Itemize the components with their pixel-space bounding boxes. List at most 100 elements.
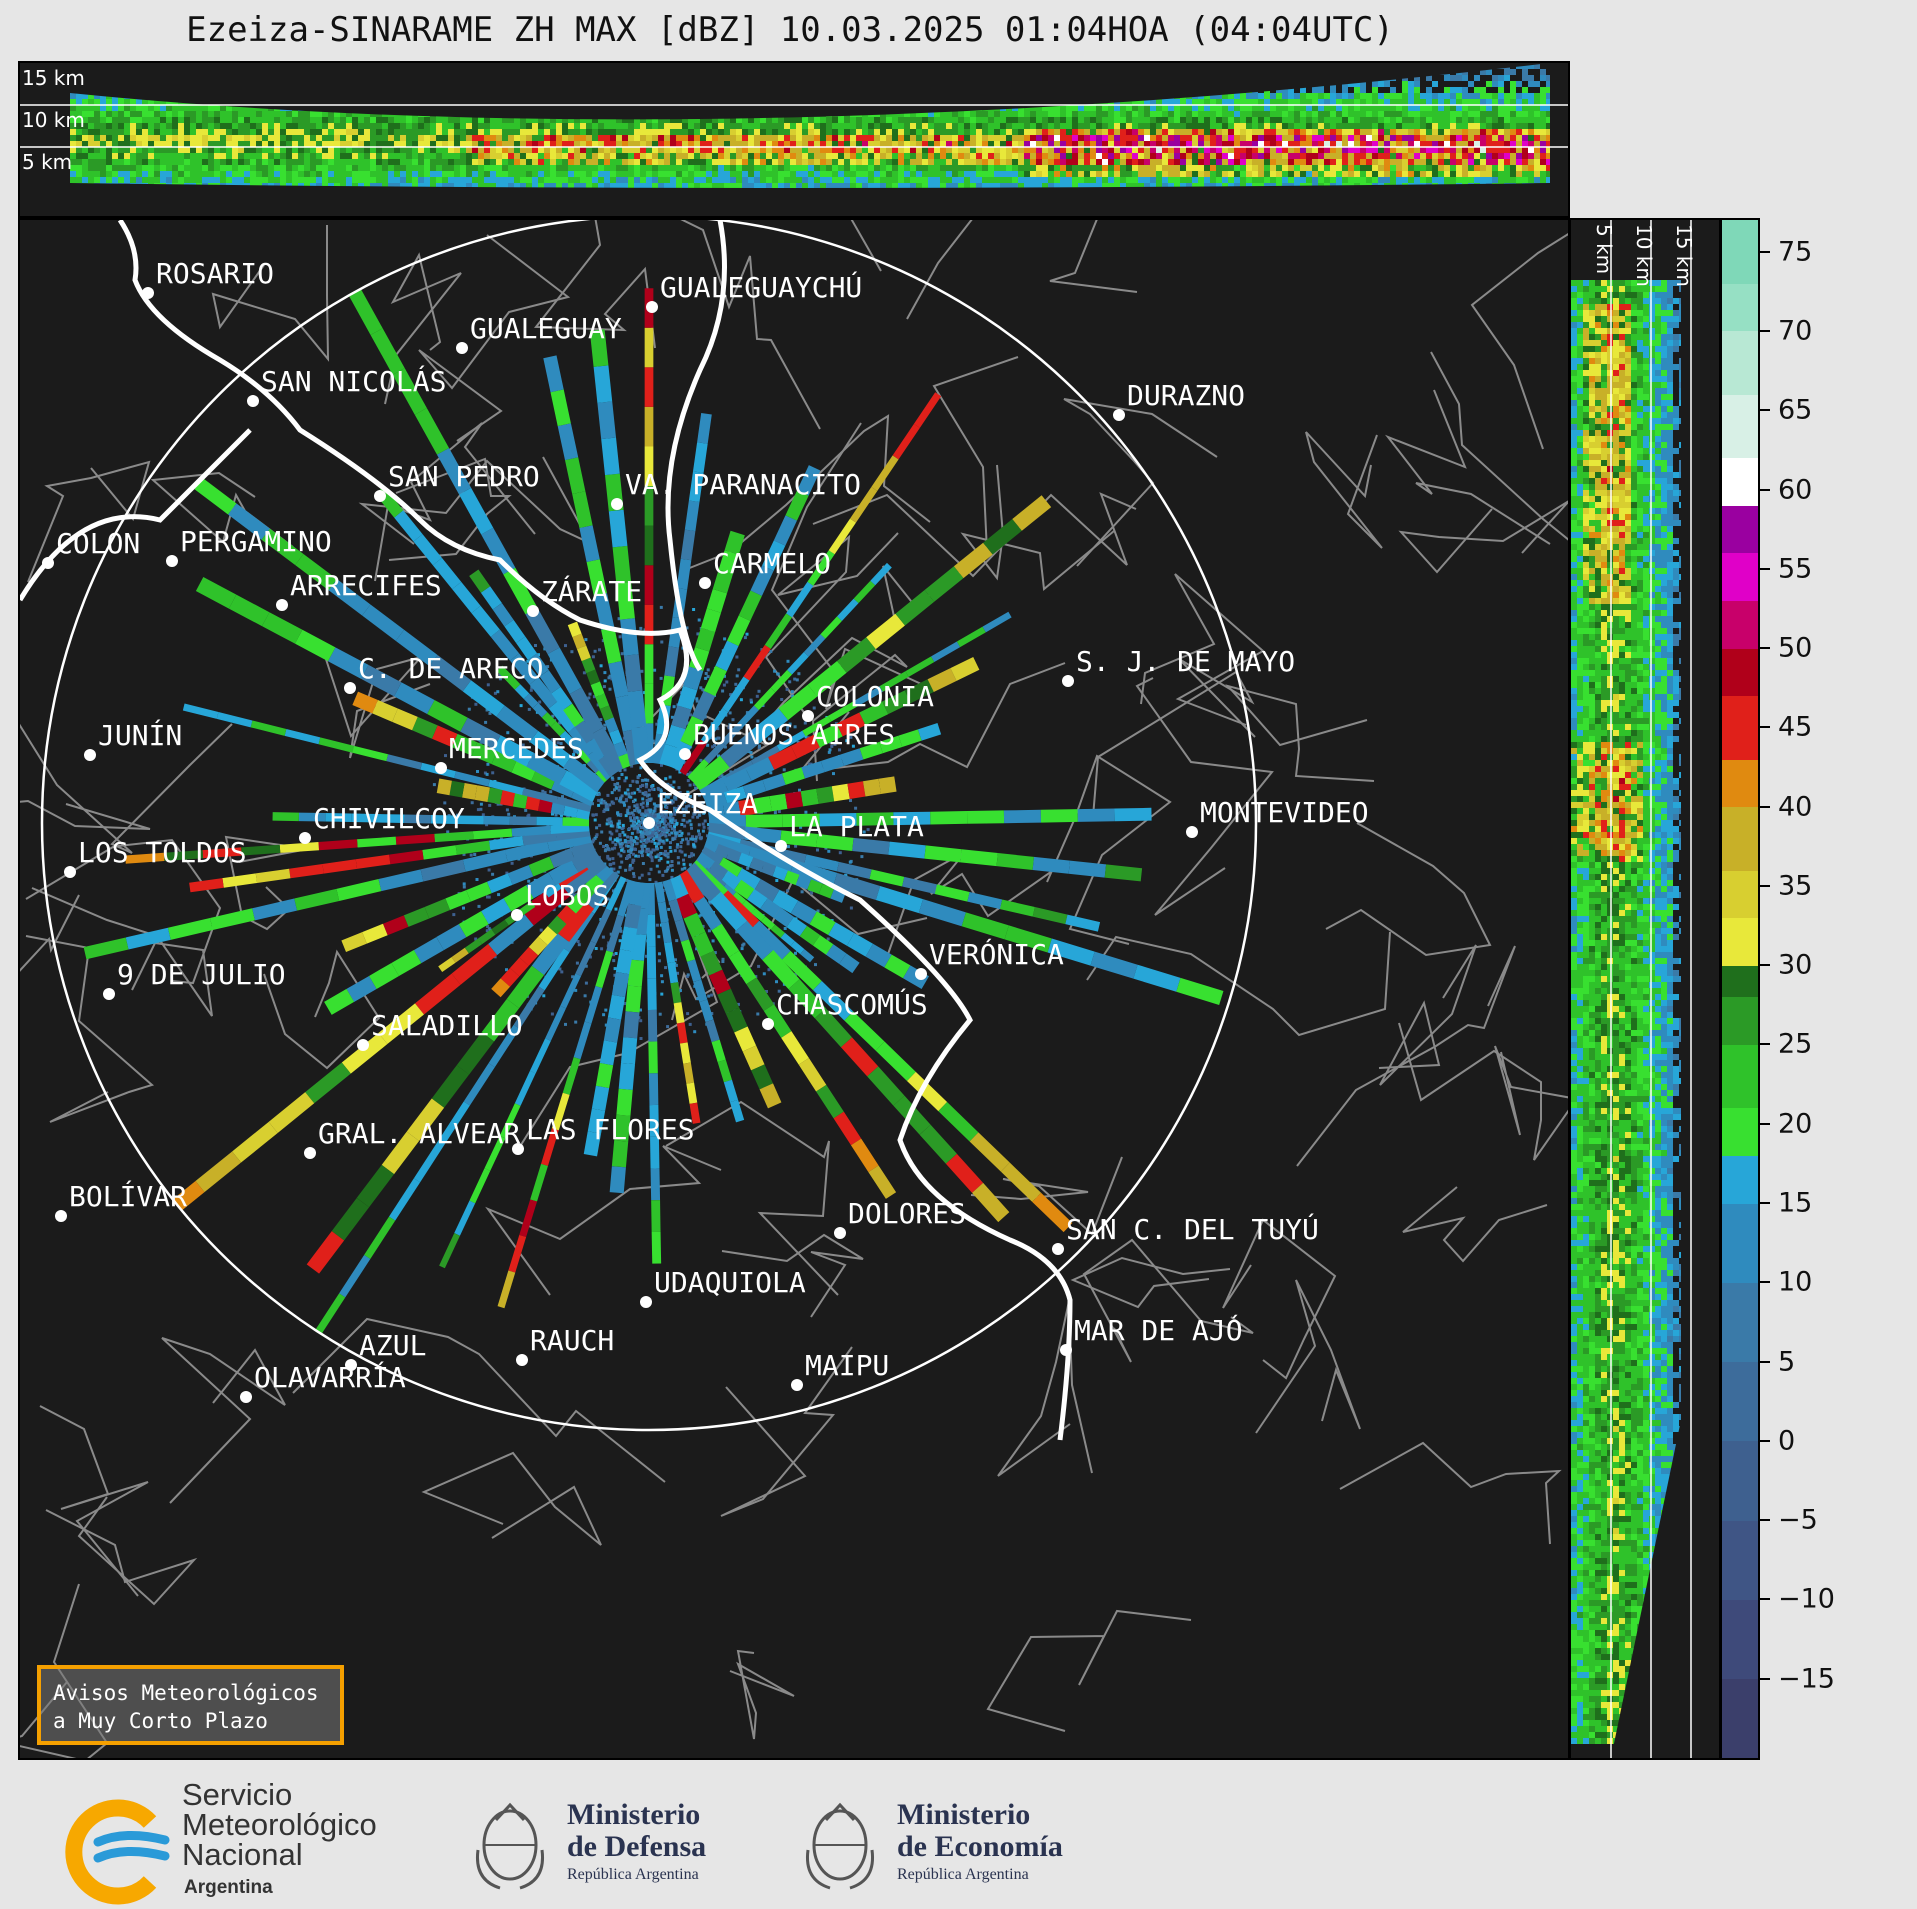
section-pixel	[514, 171, 520, 177]
section-pixel	[640, 87, 646, 93]
section-pixel	[196, 123, 202, 129]
section-pixel	[298, 105, 304, 111]
section-pixel	[604, 159, 610, 165]
section-pixel	[532, 171, 538, 177]
section-pixel	[1276, 81, 1282, 87]
section-pixel	[1222, 147, 1228, 153]
section-pixel	[808, 117, 814, 123]
section-pixel	[1426, 117, 1432, 123]
section-pixel	[832, 177, 838, 183]
echo-pixel	[484, 720, 488, 724]
radar-map-panel[interactable]: ROSARIO GUALEGUAYCHÚ GUALEGUAY SAN NICOLÁS D…	[18, 218, 1570, 1760]
section-pixel	[340, 159, 346, 165]
section-pixel	[1312, 147, 1318, 153]
section-pixel	[346, 177, 352, 183]
section-pixel	[886, 183, 892, 188]
section-pixel	[682, 123, 688, 129]
section-pixel	[538, 159, 544, 165]
section-pixel	[910, 171, 916, 177]
section-pixel	[730, 141, 736, 147]
section-pixel	[1078, 63, 1084, 69]
section-pixel	[748, 159, 754, 165]
section-pixel	[232, 93, 238, 99]
section-pixel	[1366, 165, 1372, 171]
section-pixel	[1078, 117, 1084, 123]
section-pixel	[436, 63, 442, 69]
section-pixel	[1378, 153, 1384, 159]
section-pixel	[982, 147, 988, 153]
section-pixel	[328, 105, 334, 111]
section-pixel	[1030, 171, 1036, 177]
section-pixel	[1432, 69, 1438, 75]
section-pixel	[976, 159, 982, 165]
section-pixel	[964, 159, 970, 165]
section-pixel	[550, 159, 556, 165]
section-pixel	[544, 105, 550, 111]
section-pixel	[268, 153, 274, 159]
section-pixel	[1024, 159, 1030, 165]
border-line	[263, 949, 381, 1070]
section-pixel	[1282, 171, 1288, 177]
section-pixel	[454, 105, 460, 111]
section-pixel	[136, 63, 142, 69]
section-pixel	[1354, 75, 1360, 81]
section-pixel	[1090, 111, 1096, 117]
section-pixel	[202, 141, 208, 147]
section-pixel	[598, 135, 604, 141]
section-pixel	[910, 75, 916, 81]
section-pixel	[202, 105, 208, 111]
section-pixel	[220, 99, 226, 105]
section-pixel	[1522, 129, 1528, 135]
section-pixel	[736, 99, 742, 105]
section-pixel	[394, 171, 400, 177]
section-pixel	[886, 87, 892, 93]
section-pixel	[394, 81, 400, 87]
section-pixel	[844, 171, 850, 177]
section-pixel	[490, 159, 496, 165]
section-pixel	[196, 135, 202, 141]
section-pixel	[1108, 165, 1114, 171]
section-pixel	[262, 153, 268, 159]
section-pixel	[1204, 177, 1210, 183]
section-pixel	[1180, 69, 1186, 75]
section-pixel	[1432, 183, 1438, 188]
section-pixel	[1486, 141, 1492, 147]
section-pixel	[1402, 117, 1408, 123]
section-pixel	[676, 135, 682, 141]
section-pixel	[1384, 93, 1390, 99]
section-pixel	[820, 153, 826, 159]
section-pixel	[418, 177, 424, 183]
section-pixel	[250, 117, 256, 123]
section-pixel	[892, 165, 898, 171]
echo-pixel	[678, 849, 682, 853]
section-pixel	[232, 159, 238, 165]
section-pixel	[424, 99, 430, 105]
section-pixel	[820, 135, 826, 141]
section-pixel	[148, 153, 154, 159]
section-pixel	[586, 111, 592, 117]
section-pixel	[1240, 93, 1246, 99]
section-pixel	[232, 99, 238, 105]
section-pixel	[1294, 99, 1300, 105]
section-pixel	[1150, 99, 1156, 105]
section-pixel	[1288, 135, 1294, 141]
section-pixel	[1318, 183, 1324, 188]
section-pixel	[766, 177, 772, 183]
section-pixel	[964, 183, 970, 188]
section-pixel	[574, 165, 580, 171]
section-pixel	[1264, 123, 1270, 129]
section-pixel	[106, 165, 112, 171]
section-pixel	[352, 183, 358, 188]
section-pixel	[844, 153, 850, 159]
section-pixel	[442, 147, 448, 153]
section-pixel	[1528, 177, 1534, 183]
section-pixel	[322, 171, 328, 177]
section-pixel	[1390, 105, 1396, 111]
section-pixel	[244, 147, 250, 153]
section-pixel	[412, 99, 418, 105]
section-pixel	[1138, 117, 1144, 123]
section-pixel	[880, 81, 886, 87]
section-pixel	[994, 147, 1000, 153]
section-pixel	[1504, 93, 1510, 99]
section-pixel	[544, 117, 550, 123]
